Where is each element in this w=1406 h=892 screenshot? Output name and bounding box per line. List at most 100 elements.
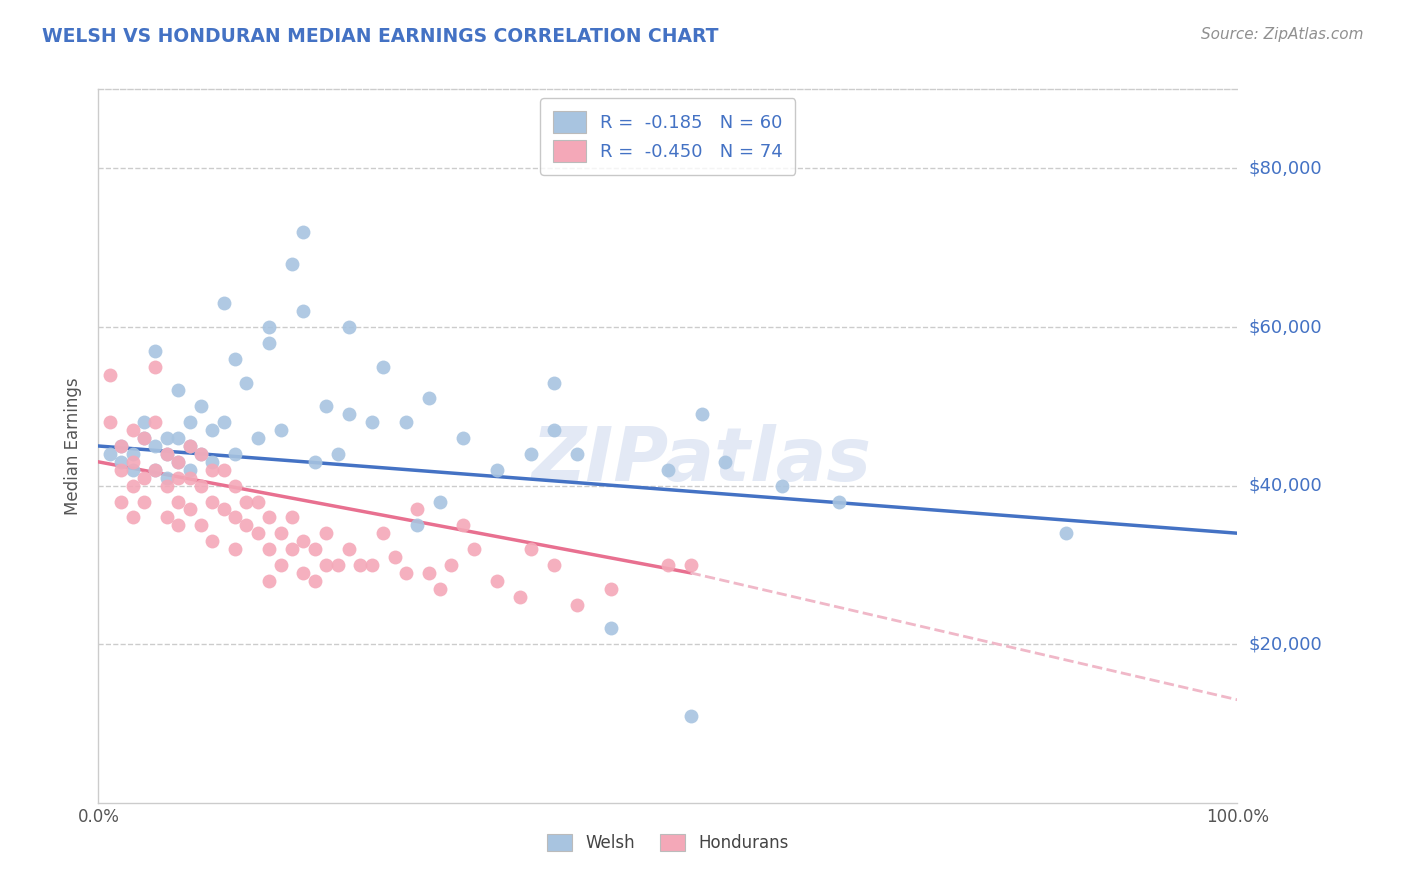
Point: [145, 415, 167, 429]
Point: [235, 494, 257, 508]
Point: [315, 558, 337, 572]
Point: [304, 455, 326, 469]
Point: [259, 542, 281, 557]
Point: [600, 582, 623, 596]
Point: [429, 494, 451, 508]
Point: [190, 400, 212, 414]
Point: [212, 463, 235, 477]
Point: [395, 415, 418, 429]
Point: [349, 558, 371, 572]
Point: [360, 558, 382, 572]
Point: [121, 447, 143, 461]
Point: [212, 415, 235, 429]
Point: [201, 534, 224, 549]
Point: [132, 431, 155, 445]
Point: [98, 447, 121, 461]
Point: [201, 423, 224, 437]
Point: [224, 447, 246, 461]
Point: [337, 407, 360, 421]
Point: [520, 447, 543, 461]
Point: [384, 549, 406, 564]
Point: [167, 455, 190, 469]
Point: [429, 582, 451, 596]
Point: [714, 455, 737, 469]
Point: [190, 478, 212, 492]
Point: [292, 566, 315, 580]
Text: $80,000: $80,000: [1249, 160, 1322, 178]
Point: [337, 542, 360, 557]
Point: [190, 518, 212, 533]
Point: [179, 471, 201, 485]
Point: [509, 590, 531, 604]
Text: WELSH VS HONDURAN MEDIAN EARNINGS CORRELATION CHART: WELSH VS HONDURAN MEDIAN EARNINGS CORREL…: [42, 27, 718, 45]
Point: [145, 439, 167, 453]
Point: [828, 494, 851, 508]
Point: [543, 558, 565, 572]
Point: [440, 558, 463, 572]
Point: [110, 439, 132, 453]
Point: [167, 431, 190, 445]
Point: [201, 455, 224, 469]
Point: [304, 542, 326, 557]
Point: [406, 518, 429, 533]
Point: [132, 471, 155, 485]
Point: [451, 518, 474, 533]
Point: [281, 542, 304, 557]
Point: [292, 225, 315, 239]
Point: [224, 542, 246, 557]
Point: [224, 478, 246, 492]
Text: ZIPatlas: ZIPatlas: [531, 424, 872, 497]
Point: [190, 447, 212, 461]
Point: [110, 463, 132, 477]
Y-axis label: Median Earnings: Median Earnings: [65, 377, 83, 515]
Point: [201, 494, 224, 508]
Point: [145, 343, 167, 358]
Point: [235, 518, 257, 533]
Point: [121, 423, 143, 437]
Point: [167, 471, 190, 485]
Point: [201, 463, 224, 477]
Point: [371, 526, 394, 541]
Text: $40,000: $40,000: [1249, 476, 1322, 495]
Point: [270, 558, 292, 572]
Point: [406, 502, 429, 516]
Point: [179, 463, 201, 477]
Point: [292, 304, 315, 318]
Point: [167, 518, 190, 533]
Text: $60,000: $60,000: [1249, 318, 1322, 336]
Point: [212, 296, 235, 310]
Point: [486, 574, 509, 588]
Point: [132, 431, 155, 445]
Point: [98, 368, 121, 382]
Point: [1054, 526, 1078, 541]
Point: [110, 439, 132, 453]
Point: [98, 415, 121, 429]
Point: [657, 463, 679, 477]
Point: [246, 431, 269, 445]
Point: [145, 463, 167, 477]
Point: [246, 526, 269, 541]
Point: [259, 510, 281, 524]
Point: [315, 400, 337, 414]
Point: [121, 455, 143, 469]
Point: [145, 359, 167, 374]
Point: [156, 510, 179, 524]
Point: [190, 447, 212, 461]
Point: [270, 423, 292, 437]
Point: [520, 542, 543, 557]
Point: [121, 510, 143, 524]
Point: [543, 376, 565, 390]
Point: [770, 478, 793, 492]
Point: [270, 526, 292, 541]
Point: [281, 510, 304, 524]
Point: [371, 359, 394, 374]
Point: [304, 574, 326, 588]
Point: [326, 447, 349, 461]
Point: [259, 574, 281, 588]
Point: [235, 376, 257, 390]
Point: [156, 447, 179, 461]
Point: [281, 257, 304, 271]
Point: [224, 351, 246, 366]
Point: [167, 384, 190, 398]
Point: [360, 415, 382, 429]
